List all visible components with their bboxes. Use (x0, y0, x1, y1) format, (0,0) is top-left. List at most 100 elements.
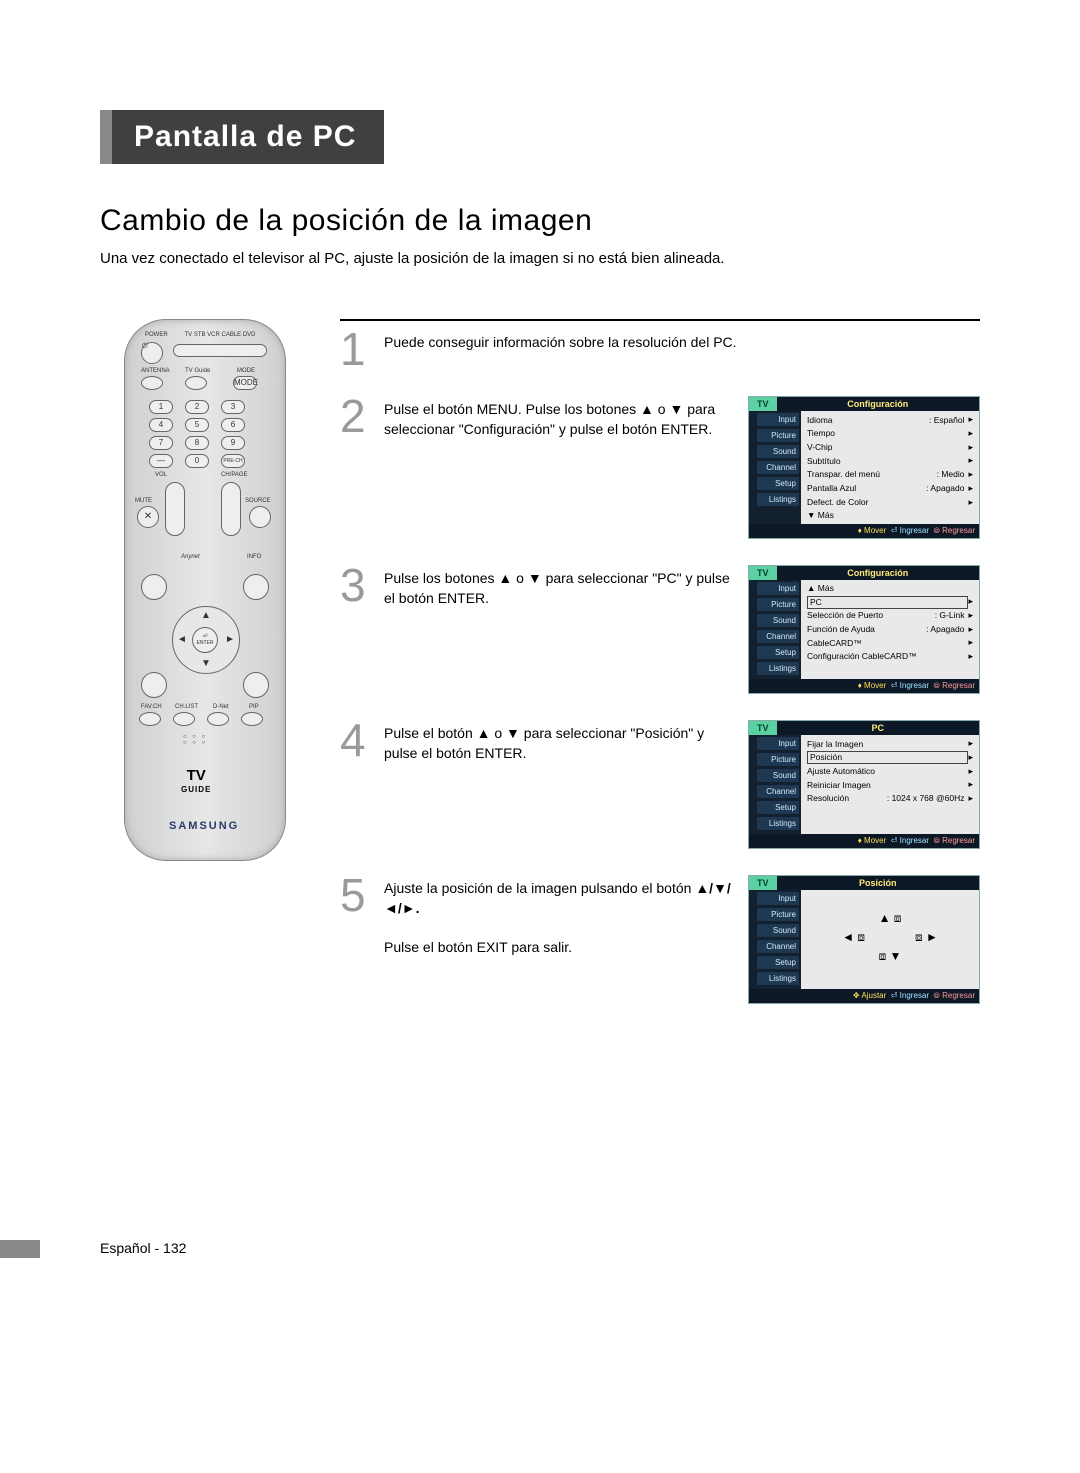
osd-panel-posicion: TVPosición Input Picture Sound Channel S… (748, 875, 980, 1004)
num-9: 9 (221, 436, 245, 450)
vol-rocker (165, 482, 185, 536)
osd-tv-badge: TV (749, 397, 777, 411)
osd-side-item: Sound (757, 924, 799, 937)
page-subtitle: Cambio de la posición de la imagen (100, 204, 980, 238)
osd-side-item: Channel (757, 785, 799, 798)
pos-down-icon: ⧈ ▼ (879, 949, 902, 964)
num-dash: — (149, 454, 173, 468)
mode-pill (173, 344, 267, 357)
osd-side-item: Sound (757, 769, 799, 782)
info-label: INFO (247, 554, 261, 560)
osd-side-item: Input (757, 892, 799, 905)
osd-title: Configuración (777, 397, 979, 411)
source-label: SOURCE (245, 498, 271, 504)
osd-main-list: Idioma: Español▸Tiempo▸V-Chip▸Subtítulo▸… (801, 411, 979, 524)
osd-footer: ♦ Mover ⏎ Ingresar ⦾ Regresar (749, 679, 979, 693)
chlist-label: CH.LIST (175, 704, 198, 710)
osd-main-list: ▲ MásPC▸Selección de Puerto: G-Link▸Func… (801, 580, 979, 679)
step-text: Pulse el botón MENU. Pulse los botones ▲… (384, 396, 748, 439)
tvguide-logo: TVGUIDE (181, 770, 211, 794)
osd-side-item: Channel (757, 630, 799, 643)
osd-side-item: Picture (757, 429, 799, 442)
source-button (249, 506, 271, 528)
osd-title: Configuración (777, 566, 979, 580)
num-5: 5 (185, 418, 209, 432)
dots-row: ○ ○ ○○ ○ ○ (183, 734, 207, 746)
osd-side-item: Channel (757, 940, 799, 953)
osd-footer: ♦ Mover ⏎ Ingresar ⦾ Regresar (749, 834, 979, 848)
osd-title: PC (777, 721, 979, 735)
osd-sidebar: Input Picture Sound Channel Setup Listin… (749, 890, 801, 989)
pos-right-icon: ⧈ ► (915, 930, 938, 945)
osd-footer: ♦ Mover ⏎ Ingresar ⦾ Regresar (749, 524, 979, 538)
menu-button (141, 574, 167, 600)
osd-side-item: Setup (757, 477, 799, 490)
nav-down-icon: ▼ (201, 658, 211, 669)
remote-illustration: POWER TV STB VCR CABLE DVD ⏻ ANTENNA TV … (124, 319, 286, 861)
dnet-label: D-Net (213, 704, 229, 710)
nav-up-icon: ▲ (201, 610, 211, 621)
osd-side-item: Input (757, 413, 799, 426)
osd-side-item: Sound (757, 445, 799, 458)
osd-side-item: Listings (757, 662, 799, 675)
section-title-tab: Pantalla de PC (100, 110, 384, 164)
step-number: 1 (340, 329, 384, 370)
osd-position-adjust: ▲ ⧈ ◄ ⧈ ⧈ ► ⧈ ▼ (801, 890, 979, 989)
chpage-label: CH/PAGE (221, 472, 248, 478)
step-4: 4 Pulse el botón ▲ o ▼ para seleccionar … (340, 720, 980, 849)
corner-left-button (141, 672, 167, 698)
mode-strip-label: TV STB VCR CABLE DVD (175, 332, 265, 338)
osd-panel-configuracion-1: TVConfiguración Input Picture Sound Chan… (748, 396, 980, 539)
osd-sidebar: Input Picture Sound Channel Setup Listin… (749, 580, 801, 679)
osd-tv-badge: TV (749, 876, 777, 890)
step-number: 2 (340, 396, 384, 437)
osd-side-item: Picture (757, 598, 799, 611)
num-6: 6 (221, 418, 245, 432)
step-3: 3 Pulse los botones ▲ o ▼ para seleccion… (340, 565, 980, 694)
step-5: 5 Ajuste la posición de la imagen pulsan… (340, 875, 980, 1004)
step-text: Puede conseguir información sobre la res… (384, 329, 980, 353)
osd-side-item: Sound (757, 614, 799, 627)
osd-tv-badge: TV (749, 566, 777, 580)
osd-side-item: Listings (757, 972, 799, 985)
dnet-button (207, 712, 229, 726)
osd-side-item: Channel (757, 461, 799, 474)
osd-sidebar: Input Picture Sound Channel Setup Listin… (749, 735, 801, 834)
num-0: 0 (185, 454, 209, 468)
mode-button: MODE (233, 376, 257, 390)
num-4: 4 (149, 418, 173, 432)
footer-bar (0, 1240, 40, 1258)
osd-side-item: Input (757, 737, 799, 750)
pip-label: PIP (249, 704, 259, 710)
step-text: Pulse los botones ▲ o ▼ para seleccionar… (384, 565, 748, 608)
step-number: 5 (340, 875, 384, 916)
osd-footer: ✥ Ajustar ⏎ Ingresar ⦾ Regresar (749, 989, 979, 1003)
step-number: 4 (340, 720, 384, 761)
mute-label: MUTE (135, 498, 152, 504)
step-number: 3 (340, 565, 384, 606)
enter-button: ⏎ENTER (192, 627, 218, 653)
power-button: ⏻ (141, 342, 163, 364)
osd-side-item: Listings (757, 493, 799, 506)
antenna-button (141, 376, 163, 390)
page-footer: Español - 132 (100, 1240, 980, 1256)
page-intro-text: Una vez conectado el televisor al PC, aj… (100, 248, 980, 269)
corner-right-button (243, 672, 269, 698)
step-text: Ajuste la posición de la imagen pulsando… (384, 875, 748, 957)
brand-label: SAMSUNG (169, 820, 239, 832)
ch-rocker (221, 482, 241, 536)
anynet-label: Anynet (181, 554, 200, 560)
num-1: 1 (149, 400, 173, 414)
tvguide-button (185, 376, 207, 390)
favch-label: FAV.CH (141, 704, 162, 710)
antenna-label: ANTENNA (141, 368, 170, 374)
mute-button: ✕ (137, 506, 159, 528)
osd-side-item: Setup (757, 956, 799, 969)
power-label: POWER (145, 332, 168, 338)
tvguide-label: TV Guide (185, 368, 210, 374)
chlist-button (173, 712, 195, 726)
osd-main-list: Fijar la Imagen▸Posición▸Ajuste Automáti… (801, 735, 979, 834)
num-3: 3 (221, 400, 245, 414)
num-2: 2 (185, 400, 209, 414)
page-number: Español - 132 (100, 1240, 186, 1256)
